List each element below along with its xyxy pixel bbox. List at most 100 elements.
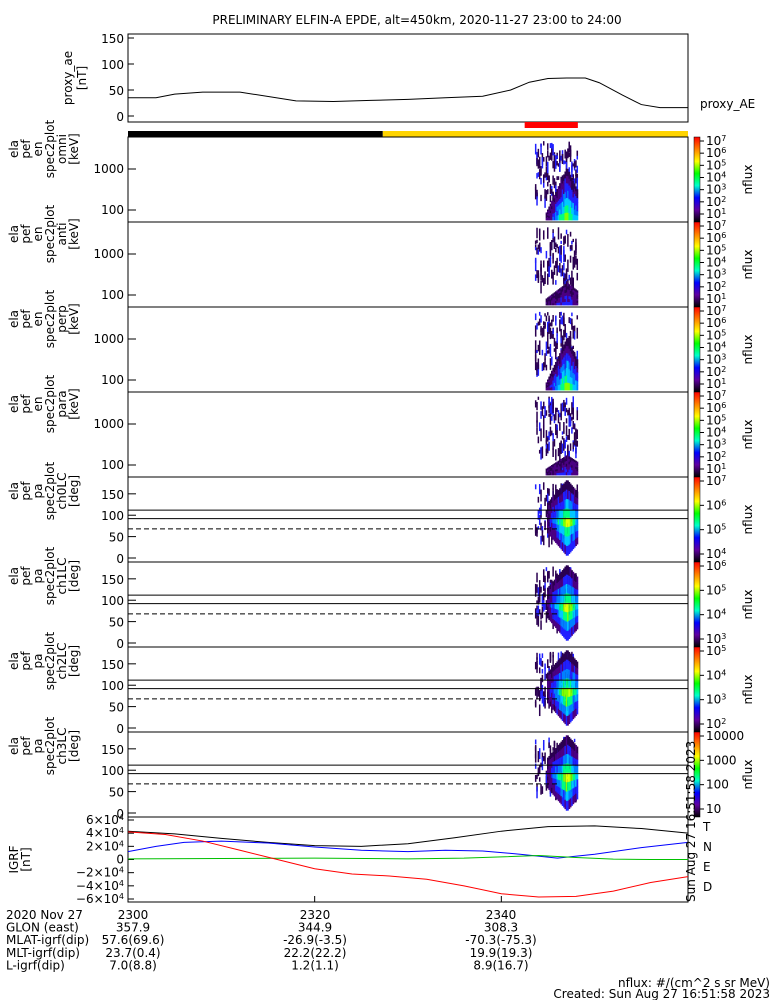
- spectrogram-cell: [549, 203, 552, 207]
- spectrogram-cell: [549, 295, 552, 298]
- spectrogram-cell: [556, 473, 559, 476]
- spectrogram-cell: [573, 204, 576, 210]
- spectrogram-cell: [573, 673, 576, 681]
- spectrogram-cell: [568, 517, 571, 528]
- spectrogram-cell: [564, 593, 567, 604]
- spectrogram-cell: [572, 502, 575, 511]
- spectrogram-cell: [555, 373, 557, 379]
- spectrogram-cell: [563, 459, 565, 463]
- spectrogram-cell: [565, 460, 568, 465]
- spectrogram-cell: [551, 384, 553, 388]
- spectrogram-streak: [538, 242, 541, 252]
- spectrogram-cell: [575, 468, 577, 472]
- spectrogram-cell: [553, 585, 556, 592]
- spectrogram-streak: [572, 411, 574, 416]
- spectrogram-cell: [573, 532, 576, 541]
- spectrogram-streak: [571, 402, 573, 415]
- spectrogram-streak: [541, 757, 544, 771]
- spectrogram-cell: [545, 216, 548, 219]
- spectrogram-streak: [545, 567, 548, 572]
- spectrogram-cell: [567, 508, 569, 519]
- spectrogram-cell: [573, 363, 576, 370]
- spectrogram-cell: [559, 525, 561, 533]
- spectrogram-cell: [547, 213, 549, 216]
- spectrogram-cell: [560, 618, 563, 627]
- spectrogram-streak: [549, 343, 552, 357]
- spectrogram-cell: [573, 209, 576, 216]
- spectrogram-cell: [563, 200, 565, 208]
- spectrogram-cell: [568, 669, 571, 680]
- spectrogram-cell: [549, 208, 552, 212]
- spectrogram-streak: [549, 152, 552, 160]
- spectrogram-cell: [572, 292, 575, 296]
- spectrogram-cell: [560, 571, 563, 580]
- spectrogram-cell: [564, 696, 567, 707]
- spectrogram-streak: [540, 586, 542, 593]
- spectrogram-cell: [563, 299, 565, 303]
- spectrogram-cell: [551, 597, 553, 604]
- spectrogram-cell: [545, 217, 548, 220]
- spectrogram-cell: [556, 498, 559, 506]
- spectrogram-streak: [571, 277, 573, 287]
- spectrogram-streak: [545, 772, 548, 785]
- spectrogram-streak: [545, 444, 548, 453]
- spectrogram-cell: [551, 378, 553, 383]
- colorbar-tick-label: 104: [706, 668, 726, 682]
- spectrogram-cell: [567, 574, 569, 585]
- spectrogram-cell: [561, 797, 564, 806]
- spectrogram-cell: [565, 205, 568, 214]
- spectrogram-cell: [552, 602, 555, 609]
- spectrogram-cell: [575, 496, 577, 505]
- spectrogram-streak: [571, 417, 573, 421]
- spectrogram-cell: [568, 799, 571, 809]
- side-stamp: Sun Aug 27 16:51:58 2023: [684, 741, 698, 902]
- spectrogram-cell: [547, 683, 549, 689]
- spectrogram-cell: [556, 372, 559, 378]
- spectrogram-cell: [556, 381, 559, 386]
- spectrogram-cell: [573, 765, 576, 774]
- spectrogram-cell: [560, 680, 563, 689]
- spectrogram-cell: [548, 509, 551, 514]
- spectrogram-cell: [549, 772, 552, 778]
- colorbar-tick-label: 101: [706, 462, 726, 476]
- spectrogram-cell: [559, 787, 561, 796]
- spectrogram-cell: [560, 587, 563, 596]
- spectrogram-cell: [549, 754, 552, 760]
- spectrogram-cell: [556, 622, 559, 630]
- spectrogram-cell: [545, 384, 548, 387]
- spectrogram-cell: [573, 695, 576, 703]
- spectrogram-cell: [571, 780, 573, 790]
- spectrogram-marks: [534, 480, 579, 556]
- spectrogram-cell: [571, 302, 573, 306]
- spectrogram-cell: [560, 780, 563, 789]
- spectrogram-cell: [559, 464, 561, 467]
- pitch-panel-frame: [127, 476, 689, 563]
- spectrogram-cell: [559, 617, 561, 626]
- spectrogram-streak: [542, 425, 545, 435]
- spectrogram-cell: [565, 168, 568, 177]
- spectrogram-marks: [534, 565, 579, 641]
- spectrogram-cell: [567, 360, 569, 369]
- spectrogram-cell: [556, 674, 559, 682]
- colorbar-tick-label: 105: [706, 644, 726, 658]
- spectrogram-cell: [563, 679, 565, 689]
- spectrogram-streak: [552, 441, 554, 450]
- spectrogram-cell: [545, 387, 548, 390]
- spectrogram-cell: [575, 595, 577, 604]
- spectrogram-cell: [565, 565, 568, 576]
- spectrogram-streak: [548, 488, 550, 496]
- spectrogram-cell: [565, 536, 568, 547]
- panel-ylabel: elapefenspec2plotomni[keV]: [7, 119, 81, 178]
- spectrogram-cell: [568, 696, 571, 707]
- spectrogram-cell: [568, 499, 571, 510]
- spectrogram-cell: [551, 303, 553, 306]
- spectrogram-streak: [534, 524, 537, 533]
- ephemeris-row-label: MLAT-igrf(dip): [6, 933, 89, 947]
- spectrogram-cell: [559, 765, 561, 774]
- spectrogram-streak: [551, 535, 553, 545]
- spectrogram-streak: [537, 510, 540, 520]
- colorbar: [693, 561, 701, 648]
- spectrogram-cell: [563, 509, 565, 519]
- spectrogram-cell: [565, 754, 568, 764]
- spectrogram-cell: [551, 512, 553, 519]
